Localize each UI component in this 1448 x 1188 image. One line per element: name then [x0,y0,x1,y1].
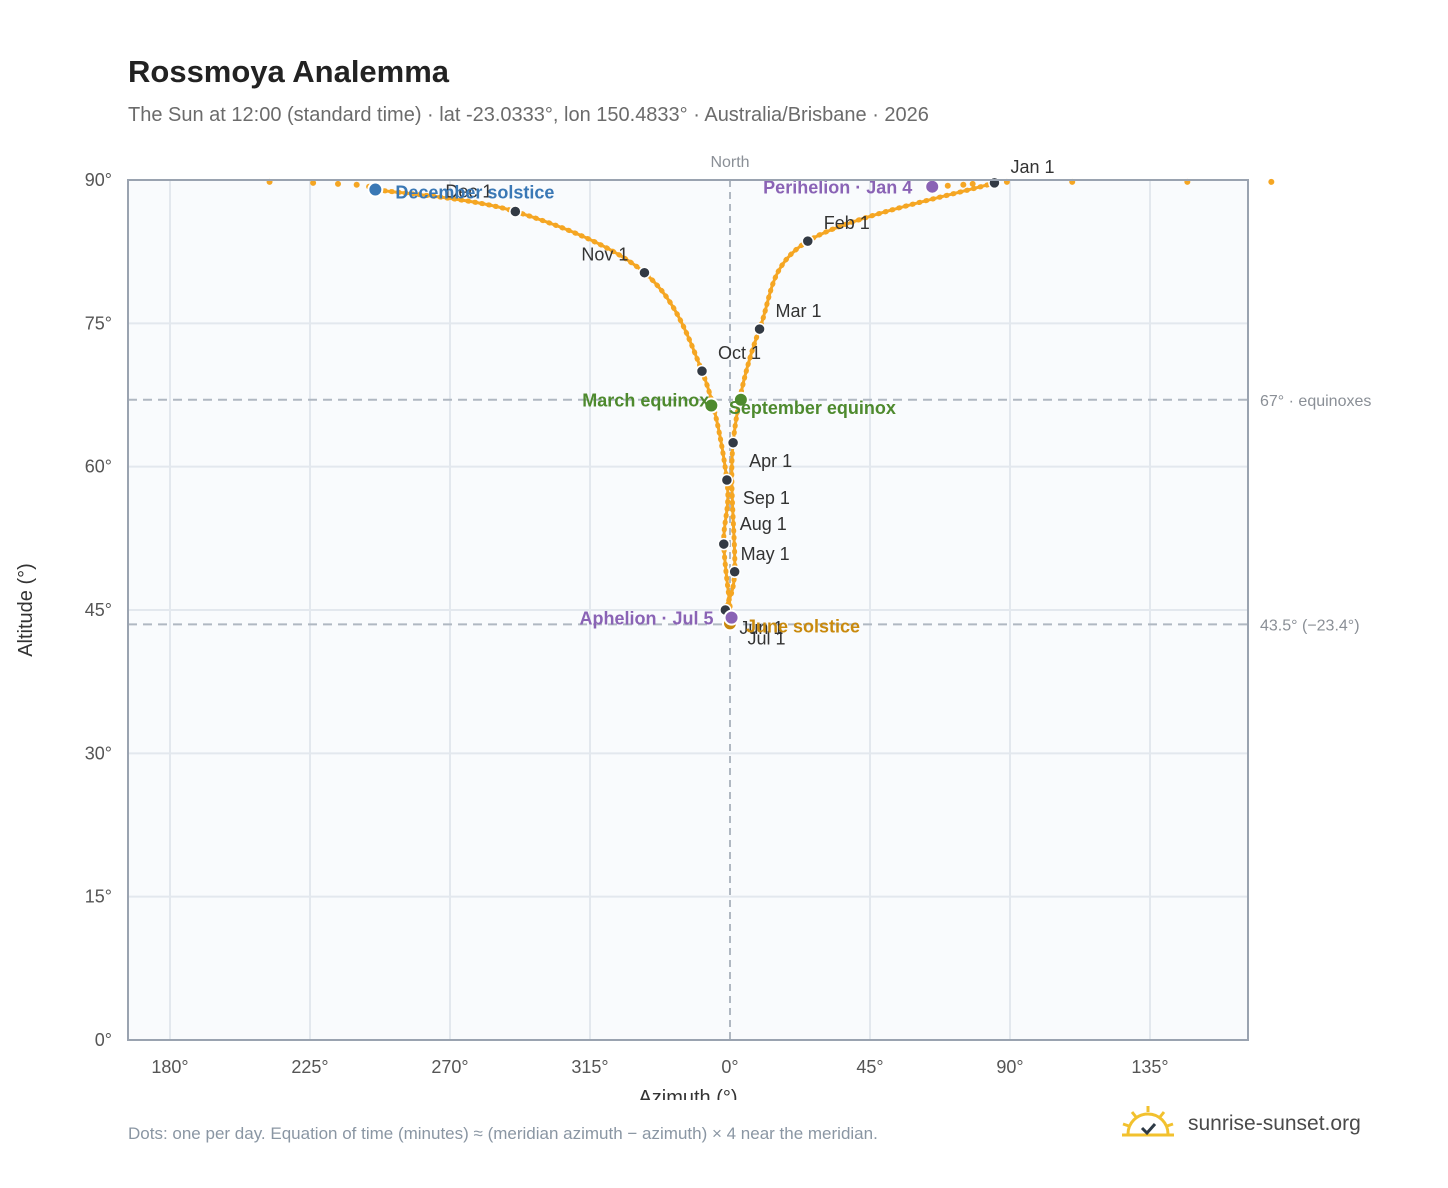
event-dot [924,178,941,195]
event-label: December solstice [395,183,554,203]
month-dot [720,473,734,487]
month-label: May 1 [741,544,790,564]
brand-name: sunrise-sunset.org [1188,1112,1361,1135]
month-dot [717,537,731,551]
event-label: September equinox [729,398,896,418]
x-tick-label: 315° [571,1057,608,1077]
event-dot [732,391,749,408]
x-tick-label: 0° [721,1057,738,1077]
event-dot [367,181,384,198]
footnote: Dots: one per day. Equation of time (min… [128,1124,878,1143]
y-tick-label: 90° [85,170,112,190]
grid-lines [128,179,1248,1041]
month-label: Nov 1 [581,245,628,265]
month-label: Mar 1 [776,301,822,321]
brand[interactable]: sunrise-sunset.org [1120,1100,1361,1148]
month-label: Aug 1 [740,514,787,534]
month-label: Jul 1 [748,628,786,648]
month-dot [695,364,709,378]
reference-line-label: 67° · equinoxes [1260,393,1371,410]
month-dot [726,436,740,450]
y-tick-label: 0° [95,1030,112,1050]
month-label: Sep 1 [743,488,790,508]
plot-frame [127,179,1249,1041]
y-tick-label: 60° [85,457,112,477]
month-dot [728,565,741,579]
x-tick-label: 90° [996,1057,1023,1077]
x-tick-label: 135° [1131,1057,1168,1077]
month-dot [753,322,766,336]
event-dot [703,397,720,414]
month-label: Jan 1 [1010,157,1054,177]
month-dot [509,205,522,218]
y-tick-label: 45° [85,600,112,620]
day-dot [944,182,951,189]
x-tick-label: 225° [291,1057,328,1077]
x-axis-label: Azimuth (°) [638,1087,737,1100]
day-dot [969,180,976,187]
sun-logo-icon [1122,1106,1174,1137]
month-dot [638,266,651,279]
month-label: Feb 1 [824,213,870,233]
chart-title: Rossmoya Analemma [128,54,450,89]
x-tick-label: 270° [431,1057,468,1077]
reference-lines: North 67° · equinoxes 43.5° (−23.4°) [128,154,1371,1040]
event-markers: December solstice June solstice March equi… [367,178,941,636]
north-label: North [710,154,749,171]
month-dot [801,234,815,248]
y-tick-label: 30° [85,743,112,763]
day-dot [353,181,360,188]
chart-subtitle: The Sun at 12:00 (standard time) · lat -… [128,104,929,126]
event-label: Aphelion · Jul 5 [580,609,714,629]
event-dot [723,609,740,626]
x-tick-label: 45° [856,1057,883,1077]
month-label: Jun 1 [739,618,783,638]
day-dot [960,181,967,188]
day-dot [310,179,317,186]
month-label: Oct 1 [718,343,761,363]
month-label: Apr 1 [749,451,792,471]
y-tick-label: 75° [85,313,112,333]
analemma-chart: North 67° · equinoxes 43.5° (−23.4°) Jan 1… [15,154,1371,1100]
y-axis-label: Altitude (°) [15,563,37,657]
event-label: March equinox [582,391,709,411]
event-label: Perihelion · Jan 4 [763,178,912,198]
day-dot [1268,178,1275,185]
axis-ticks: 180° 225° 270° 315° 0° 45° 90° 135° 0° 15° 30° 45° 6… [85,170,1169,1077]
x-tick-label: 180° [151,1057,188,1077]
event-label: June solstice [746,616,860,636]
reference-line-label: 43.5° (−23.4°) [1260,617,1360,634]
y-tick-label: 15° [85,887,112,907]
day-dot [335,180,341,187]
month-label: Dec 1 [445,182,492,202]
